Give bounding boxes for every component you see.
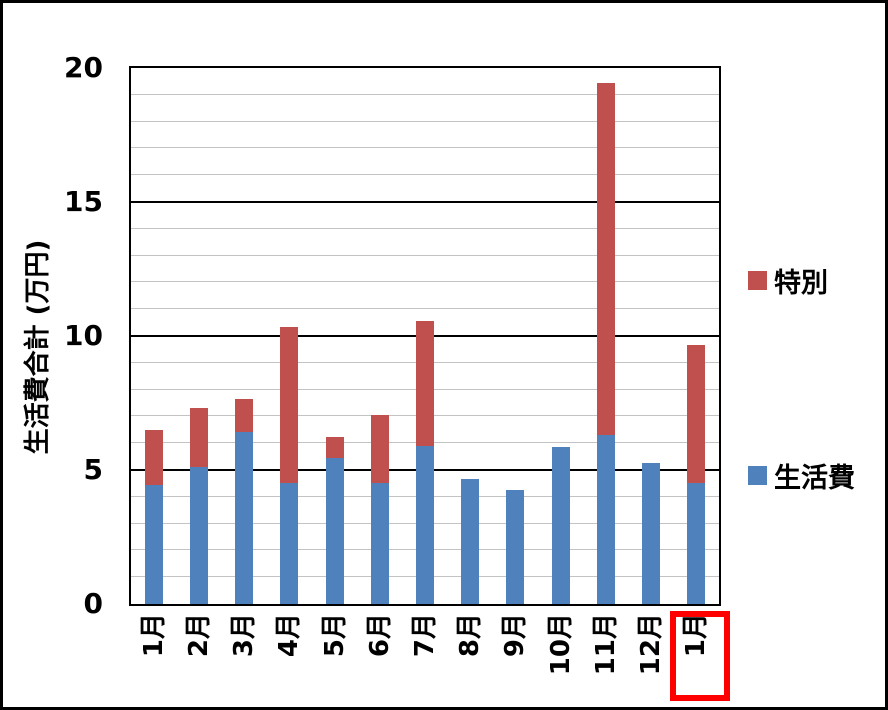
bar-segment-special [596, 82, 615, 436]
bar-segment-living [189, 467, 208, 604]
minor-gridline [131, 147, 719, 149]
x-tick-label: 10月 [545, 613, 576, 676]
bar-segment-living [370, 483, 389, 604]
x-tick-label: 7月 [410, 613, 440, 658]
plot-area [129, 66, 721, 606]
bar-segment-special [370, 415, 389, 484]
y-tick-label: 20 [64, 51, 103, 84]
x-tick-label: 11月 [590, 613, 621, 676]
bar-segment-living [596, 435, 615, 604]
bar-segment-special [144, 429, 163, 485]
bar-segment-living [280, 483, 299, 604]
bar-segment-special [189, 408, 208, 468]
legend-entry-living: 生活費 [748, 456, 855, 495]
x-tick-label: 4月 [274, 613, 305, 658]
y-tick-label: 0 [83, 587, 103, 620]
legend-swatch-living [748, 466, 767, 485]
major-gridline [131, 201, 719, 203]
bar-segment-special [687, 345, 706, 484]
bar-segment-living [551, 447, 570, 604]
bar-segment-living [461, 479, 480, 604]
x-tick-label: 8月 [455, 613, 486, 658]
bar-segment-special [235, 398, 254, 433]
x-tick-label: 12月 [636, 613, 667, 676]
y-tick-label: 10 [64, 319, 103, 352]
minor-gridline [131, 227, 719, 229]
bar-segment-special [325, 436, 344, 458]
bar-segment-living [416, 445, 434, 604]
bar-segment-living [325, 457, 344, 604]
minor-gridline [131, 174, 719, 176]
x-tick-label: 6月 [364, 613, 395, 658]
highlight-box [670, 611, 730, 701]
x-tick-label: 5月 [319, 613, 350, 658]
bar-segment-special [280, 326, 299, 484]
minor-gridline [131, 308, 719, 310]
x-tick-label: 2月 [183, 613, 214, 658]
legend-label-special: 特別 [774, 268, 828, 299]
x-tick-label: 3月 [229, 613, 260, 658]
x-tick-label: 9月 [500, 613, 531, 658]
minor-gridline [131, 93, 719, 95]
bar-segment-living [506, 490, 525, 604]
legend-entry-special: 特別 [748, 261, 828, 300]
y-tick-label: 5 [83, 453, 103, 486]
bar-segment-living [235, 432, 254, 604]
y-tick-label: 15 [64, 185, 103, 218]
bar-segment-living [144, 484, 163, 604]
minor-gridline [131, 281, 719, 283]
bar-segment-living [687, 483, 706, 604]
bar-segment-living [642, 463, 661, 604]
x-tick-label: 1月 [138, 613, 169, 658]
legend-label-living: 生活費 [774, 463, 855, 494]
legend-swatch-special [748, 271, 767, 290]
minor-gridline [131, 254, 719, 256]
bar-segment-special [416, 321, 434, 446]
minor-gridline [131, 120, 719, 122]
